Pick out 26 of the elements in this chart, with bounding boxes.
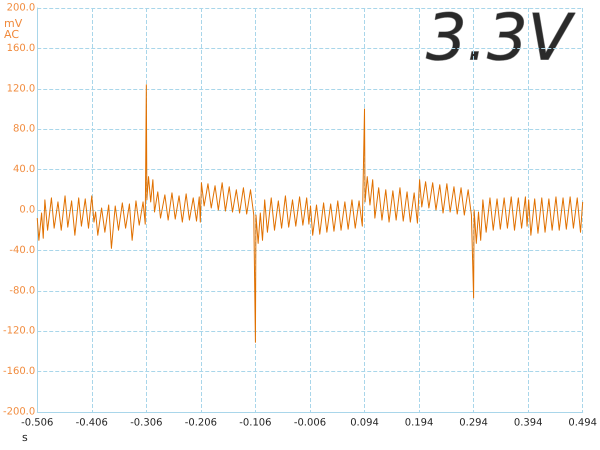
x-tick-label: 0.494 — [568, 418, 598, 428]
annotation: 3.3V — [426, 2, 576, 76]
y-tick-label: -160.0 — [2, 366, 36, 378]
y-tick-label: 160.0 — [6, 42, 36, 54]
y-tick-label: 40.0 — [12, 164, 36, 176]
x-tick-label: 0.294 — [459, 418, 488, 428]
y-tick-label: 0.0 — [19, 204, 36, 216]
x-axis-title: s — [22, 431, 28, 444]
x-tick-label: -0.506 — [21, 418, 54, 428]
y-tick-label: -120.0 — [2, 326, 36, 337]
y-tick-label: 80.0 — [12, 124, 36, 135]
x-tick-label: -0.406 — [76, 418, 108, 428]
y-tick-label: -200.0 — [2, 406, 36, 418]
x-tick-label: -0.006 — [294, 418, 326, 428]
y-tick-label: -80.0 — [9, 285, 36, 296]
y-tick-label: 120.0 — [6, 83, 36, 94]
line-series — [36, 84, 584, 343]
x-tick-label: 0.394 — [514, 418, 542, 428]
x-tick-label: -0.206 — [184, 418, 217, 428]
x-tick-label: -0.106 — [239, 418, 272, 428]
y-tick-label: 200.0 — [6, 2, 36, 14]
y-axis-title: mV AC — [4, 17, 23, 41]
x-tick-label: 0.194 — [404, 418, 434, 428]
x-tick-label: -0.306 — [130, 418, 162, 428]
y-tick-label: -40.0 — [9, 244, 36, 256]
x-tick-label: 0.094 — [350, 418, 379, 428]
